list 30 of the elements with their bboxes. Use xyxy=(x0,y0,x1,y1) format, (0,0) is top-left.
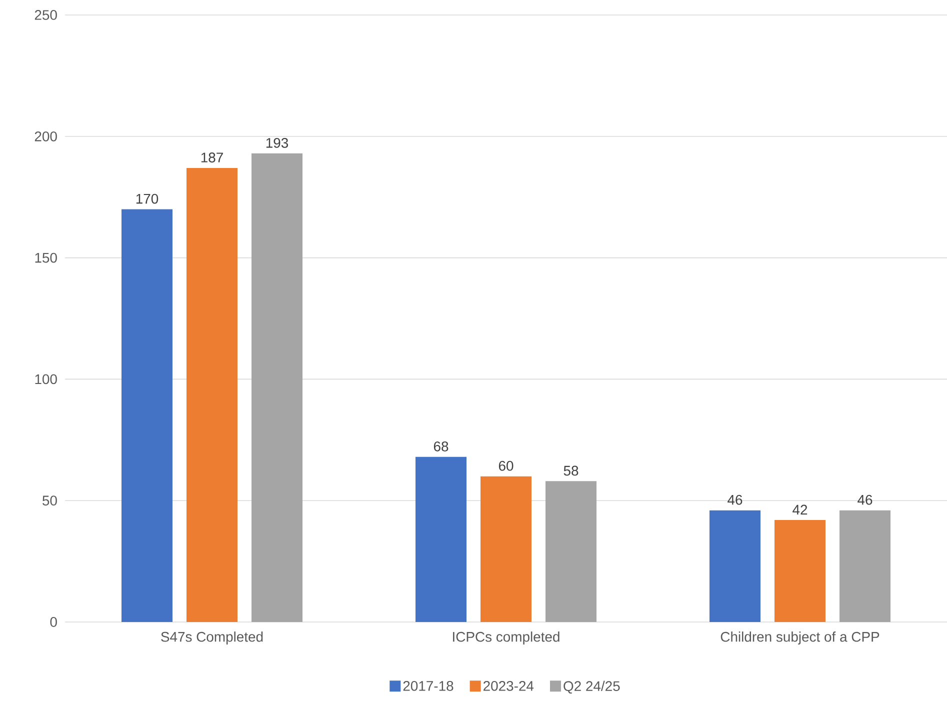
data-label: 58 xyxy=(564,466,578,476)
legend-label: Q2 24/25 xyxy=(564,680,620,694)
data-label: 68 xyxy=(434,441,448,452)
data-label: 170 xyxy=(136,194,158,204)
data-label: 60 xyxy=(498,460,514,471)
data-label: 42 xyxy=(792,504,808,515)
y-tick-label: 50 xyxy=(42,496,57,506)
y-tick-label: 250 xyxy=(34,10,57,20)
bar xyxy=(416,456,467,622)
legend-label: 2023-24 xyxy=(484,680,534,691)
y-tick-label: 150 xyxy=(35,252,57,263)
bar xyxy=(480,476,532,622)
y-tick-label: 100 xyxy=(35,374,57,384)
bar xyxy=(774,520,826,622)
data-label: 193 xyxy=(266,138,288,148)
data-label: 46 xyxy=(858,494,872,505)
x-tick-label: S47s Completed xyxy=(161,632,263,645)
y-tick-label: 0 xyxy=(50,617,57,627)
bar xyxy=(840,510,891,622)
bar xyxy=(122,209,172,622)
data-label: 46 xyxy=(728,494,742,505)
bar xyxy=(186,168,238,622)
y-tick-label: 200 xyxy=(34,131,57,142)
x-tick-label: ICPCs completed xyxy=(453,632,560,645)
legend-label: 2017-18 xyxy=(403,680,454,691)
bar xyxy=(710,510,761,622)
bar xyxy=(546,481,597,622)
x-tick-label: Children subject of a CPP xyxy=(720,632,880,645)
data-label: 187 xyxy=(201,152,223,162)
bar xyxy=(252,153,303,622)
